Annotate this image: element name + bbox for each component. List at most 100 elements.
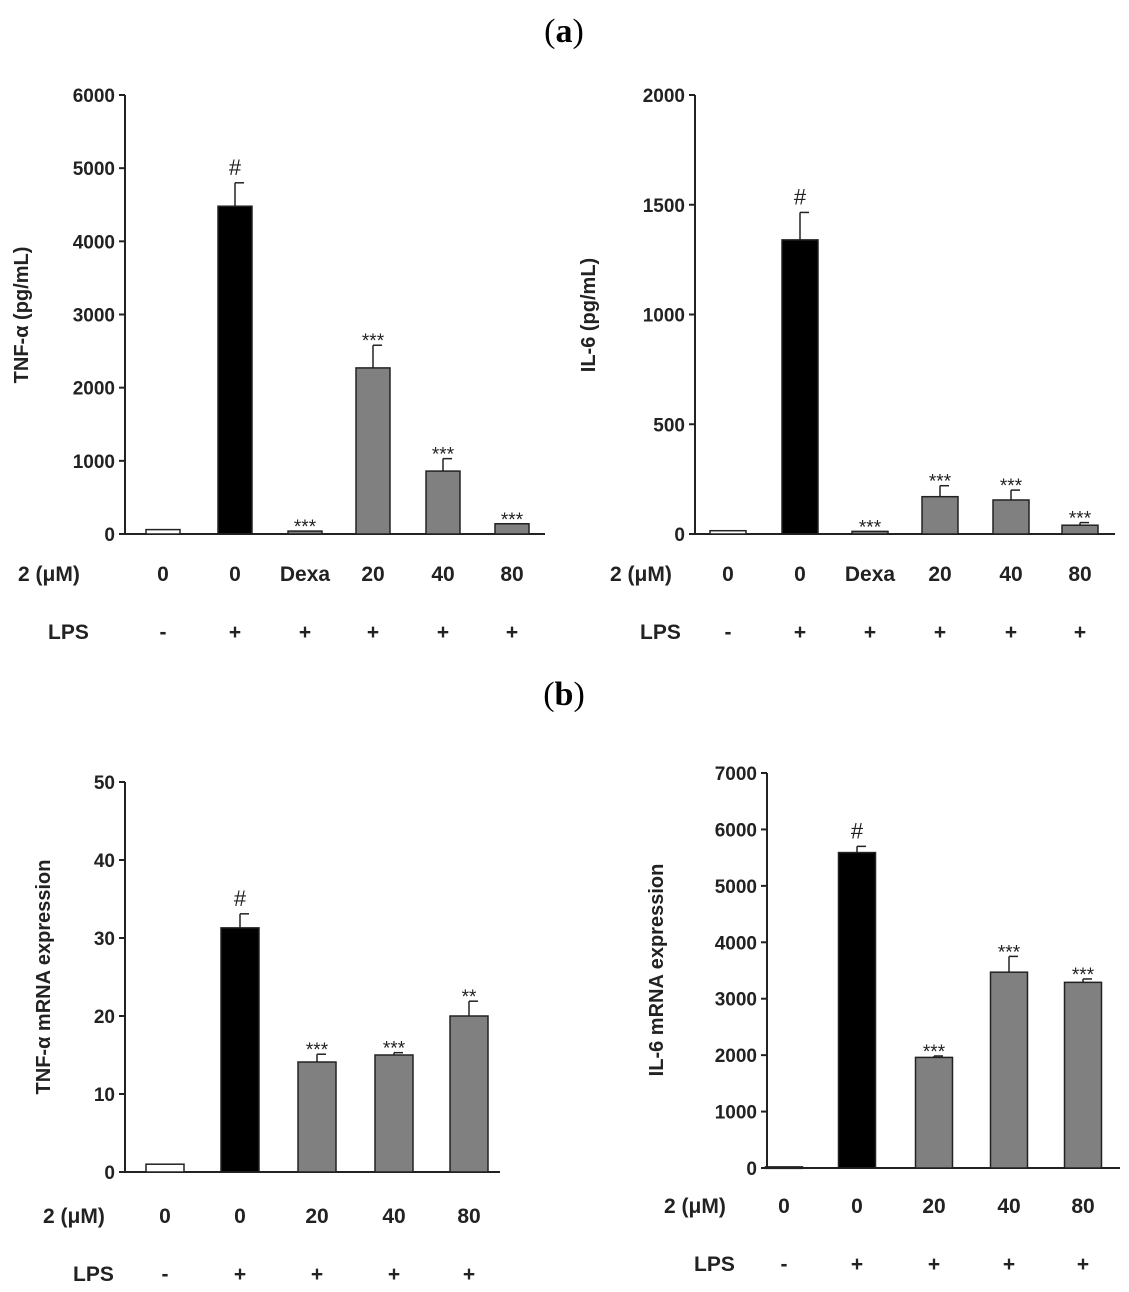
lps-sign: + — [437, 621, 449, 644]
bar — [709, 529, 747, 535]
significance-stars: ** — [462, 987, 477, 1008]
chart-1: 0 1000 2000 3000 4000 5000 6000 TNF-α (pg/mL) 0 -… — [11, 86, 545, 644]
bar — [145, 528, 181, 535]
y-tick-label: 0 — [674, 525, 685, 546]
y-tick-label: 0 — [746, 1159, 757, 1180]
y-tick-label: 5000 — [715, 877, 757, 898]
lps-sign: - — [160, 621, 167, 644]
lps-sign: - — [781, 1253, 788, 1276]
significance-stars: *** — [432, 445, 455, 466]
significance-stars: *** — [1000, 476, 1023, 497]
row-label-lps: LPS — [48, 621, 89, 644]
lps-sign: + — [864, 621, 876, 644]
y-axis-title: IL-6 (pg/mL) — [578, 258, 600, 372]
y-tick-label: 1000 — [715, 1103, 757, 1124]
lps-sign: + — [234, 1263, 246, 1286]
bar — [921, 495, 959, 535]
y-tick-label: 6000 — [715, 820, 757, 841]
significance-stars: *** — [294, 517, 317, 538]
y-tick-label: 1500 — [643, 196, 685, 217]
lps-sign: + — [851, 1253, 863, 1276]
significance-hash: # — [234, 886, 247, 911]
y-axis-title: TNF-α mRNA expression — [33, 860, 55, 1095]
bar — [764, 1166, 804, 1170]
lps-sign: + — [928, 1253, 940, 1276]
row-label-dose: 2 (μM) — [664, 1195, 726, 1218]
lps-sign: + — [794, 621, 806, 644]
y-tick-label: 10 — [94, 1085, 115, 1106]
y-tick-label: 2000 — [715, 1046, 757, 1067]
y-tick-label: 7000 — [715, 764, 757, 785]
y-tick-label: 500 — [653, 415, 685, 436]
category-label: 40 — [431, 563, 454, 586]
bar — [851, 530, 889, 535]
bar — [449, 1015, 489, 1173]
lps-sign: + — [1077, 1253, 1089, 1276]
y-tick-label: 1000 — [73, 452, 115, 473]
category-label: Dexa — [280, 563, 331, 586]
lps-sign: + — [1005, 621, 1017, 644]
bar — [217, 205, 253, 535]
significance-stars: *** — [923, 1042, 946, 1063]
bar — [494, 523, 530, 535]
bar — [287, 530, 323, 535]
chart-2: 0 500 1000 1500 2000 IL-6 (pg/mL) 0 - #0 + *** Dexa… — [578, 86, 1115, 644]
lps-sign: + — [463, 1263, 475, 1286]
category-label: 40 — [999, 563, 1022, 586]
y-tick-label: 6000 — [73, 86, 115, 107]
significance-stars: *** — [362, 331, 385, 352]
panel-label-a: (a) — [544, 13, 584, 50]
bar — [425, 470, 461, 535]
significance-stars: *** — [306, 1040, 329, 1061]
significance-stars: *** — [929, 472, 952, 493]
y-tick-label: 20 — [94, 1007, 115, 1028]
category-label: 20 — [928, 563, 951, 586]
significance-stars: *** — [998, 942, 1021, 963]
y-tick-label: 30 — [94, 929, 115, 950]
row-label-lps: LPS — [640, 621, 681, 644]
bar — [355, 367, 391, 535]
category-label: 0 — [229, 563, 241, 586]
significance-stars: *** — [859, 517, 882, 538]
row-label-lps: LPS — [73, 1263, 114, 1286]
bar — [374, 1054, 414, 1173]
row-label-dose: 2 (μM) — [610, 563, 672, 586]
y-tick-label: 3000 — [715, 990, 757, 1011]
bar — [1063, 981, 1103, 1169]
category-label: 80 — [1071, 1195, 1094, 1218]
category-label: 20 — [922, 1195, 945, 1218]
lps-sign: + — [1003, 1253, 1015, 1276]
lps-sign: + — [506, 621, 518, 644]
lps-sign: - — [162, 1263, 169, 1286]
lps-sign: + — [388, 1263, 400, 1286]
lps-sign: + — [299, 621, 311, 644]
category-label: 40 — [382, 1205, 405, 1228]
bar — [145, 1163, 185, 1173]
category-label: 80 — [1068, 563, 1091, 586]
lps-sign: + — [367, 621, 379, 644]
category-label: 20 — [361, 563, 384, 586]
lps-sign: + — [1074, 621, 1086, 644]
category-label: 0 — [722, 563, 734, 586]
significance-hash: # — [794, 184, 807, 209]
category-label: 80 — [500, 563, 523, 586]
significance-stars: *** — [1072, 965, 1095, 986]
significance-stars: *** — [501, 510, 524, 531]
category-label: 20 — [305, 1205, 328, 1228]
significance-hash: # — [851, 818, 864, 843]
category-label: 0 — [851, 1195, 863, 1218]
y-tick-label: 1000 — [643, 306, 685, 327]
panel-label-b: (b) — [543, 676, 585, 713]
y-axis-title: TNF-α (pg/mL) — [11, 247, 33, 384]
category-label: 40 — [997, 1195, 1020, 1218]
y-tick-label: 0 — [104, 1163, 115, 1184]
category-label: 0 — [159, 1205, 171, 1228]
lps-sign: + — [934, 621, 946, 644]
category-label: 0 — [157, 563, 169, 586]
y-tick-label: 50 — [94, 773, 115, 794]
category-label: 80 — [457, 1205, 480, 1228]
